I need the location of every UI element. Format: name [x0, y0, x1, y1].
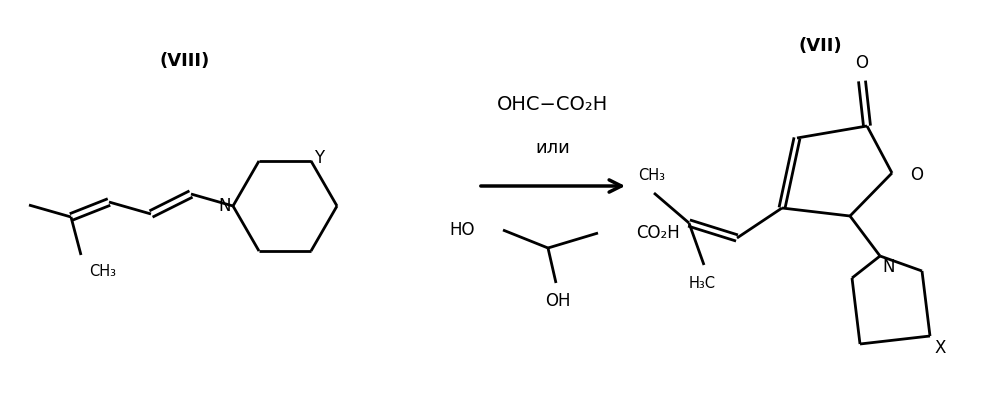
Text: (VII): (VII) — [798, 37, 841, 55]
Text: X: X — [935, 339, 946, 357]
Text: O: O — [855, 54, 868, 72]
Text: или: или — [536, 139, 571, 157]
Text: CO₂H: CO₂H — [636, 224, 680, 242]
Text: OHC−CO₂H: OHC−CO₂H — [497, 95, 609, 114]
Text: CH₃: CH₃ — [639, 168, 666, 183]
Text: (VIII): (VIII) — [160, 52, 211, 70]
Text: N: N — [882, 258, 894, 276]
Text: Y: Y — [314, 149, 324, 167]
Text: OH: OH — [545, 292, 571, 310]
Text: H₃C: H₃C — [0, 198, 1, 213]
Text: H₃C: H₃C — [689, 276, 716, 291]
Text: CH₃: CH₃ — [89, 263, 116, 278]
Text: N: N — [219, 197, 231, 215]
Text: HO: HO — [449, 221, 475, 239]
Text: O: O — [910, 166, 923, 184]
